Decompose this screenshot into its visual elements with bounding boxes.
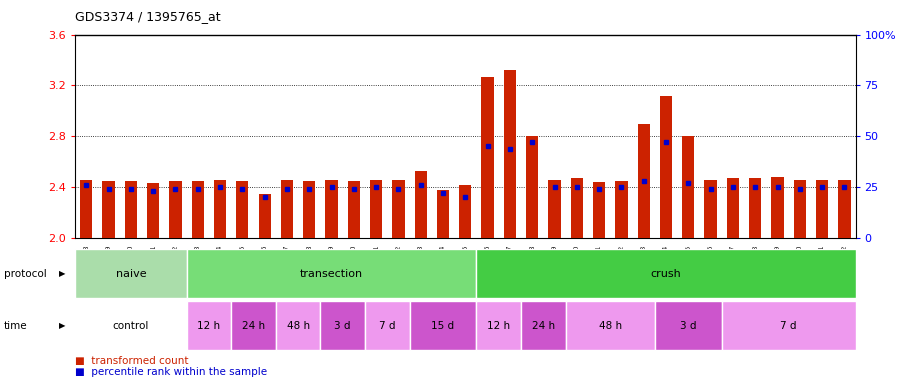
Text: naive: naive [115, 268, 147, 279]
Bar [169, 181, 181, 238]
Bar [682, 136, 694, 238]
Text: 24 h: 24 h [242, 321, 265, 331]
Bar [321, 301, 365, 350]
Bar [482, 76, 494, 238]
Bar [638, 124, 649, 238]
Bar [771, 177, 783, 238]
Bar [75, 301, 187, 350]
Bar [147, 184, 159, 238]
Bar [838, 180, 851, 238]
Bar [437, 190, 449, 238]
Bar [726, 178, 739, 238]
Bar [348, 181, 360, 238]
Bar [566, 301, 655, 350]
Bar [392, 180, 405, 238]
Bar [325, 180, 338, 238]
Bar [365, 301, 409, 350]
Bar [616, 181, 627, 238]
Bar [409, 301, 476, 350]
Bar [103, 181, 114, 238]
Bar [655, 301, 722, 350]
Text: 7 d: 7 d [780, 321, 797, 331]
Bar [476, 249, 856, 298]
Bar [704, 180, 716, 238]
Bar [214, 180, 226, 238]
Text: 24 h: 24 h [532, 321, 555, 331]
Bar [459, 185, 472, 238]
Bar [187, 249, 476, 298]
Bar [521, 301, 566, 350]
Text: 3 d: 3 d [334, 321, 351, 331]
Bar [281, 180, 293, 238]
Text: 48 h: 48 h [287, 321, 310, 331]
Bar [722, 301, 856, 350]
Bar [236, 181, 248, 238]
Bar [231, 301, 276, 350]
Text: control: control [113, 321, 149, 331]
Bar [125, 181, 137, 238]
Bar [191, 181, 204, 238]
Text: ■  percentile rank within the sample: ■ percentile rank within the sample [75, 367, 267, 377]
Bar [303, 181, 315, 238]
Text: transection: transection [300, 268, 363, 279]
Text: 12 h: 12 h [487, 321, 510, 331]
Bar [549, 180, 561, 238]
Text: 3 d: 3 d [680, 321, 696, 331]
Bar [276, 301, 321, 350]
Text: protocol: protocol [4, 268, 47, 279]
Bar [526, 136, 539, 238]
Text: ▶: ▶ [59, 269, 65, 278]
Bar [793, 180, 806, 238]
Bar [187, 301, 231, 350]
Text: GDS3374 / 1395765_at: GDS3374 / 1395765_at [75, 10, 221, 23]
Text: time: time [4, 321, 27, 331]
Text: 7 d: 7 d [379, 321, 396, 331]
Bar [476, 301, 521, 350]
Bar [258, 194, 271, 238]
Bar [415, 170, 427, 238]
Text: 12 h: 12 h [197, 321, 221, 331]
Bar [75, 249, 187, 298]
Text: 48 h: 48 h [599, 321, 622, 331]
Bar [593, 182, 605, 238]
Bar [660, 96, 672, 238]
Bar [80, 180, 93, 238]
Text: 15 d: 15 d [431, 321, 454, 331]
Bar [571, 178, 583, 238]
Text: ■  transformed count: ■ transformed count [75, 356, 189, 366]
Bar [749, 178, 761, 238]
Bar [370, 180, 382, 238]
Bar [816, 180, 828, 238]
Bar [504, 70, 516, 238]
Text: ▶: ▶ [59, 321, 65, 330]
Text: crush: crush [650, 268, 682, 279]
